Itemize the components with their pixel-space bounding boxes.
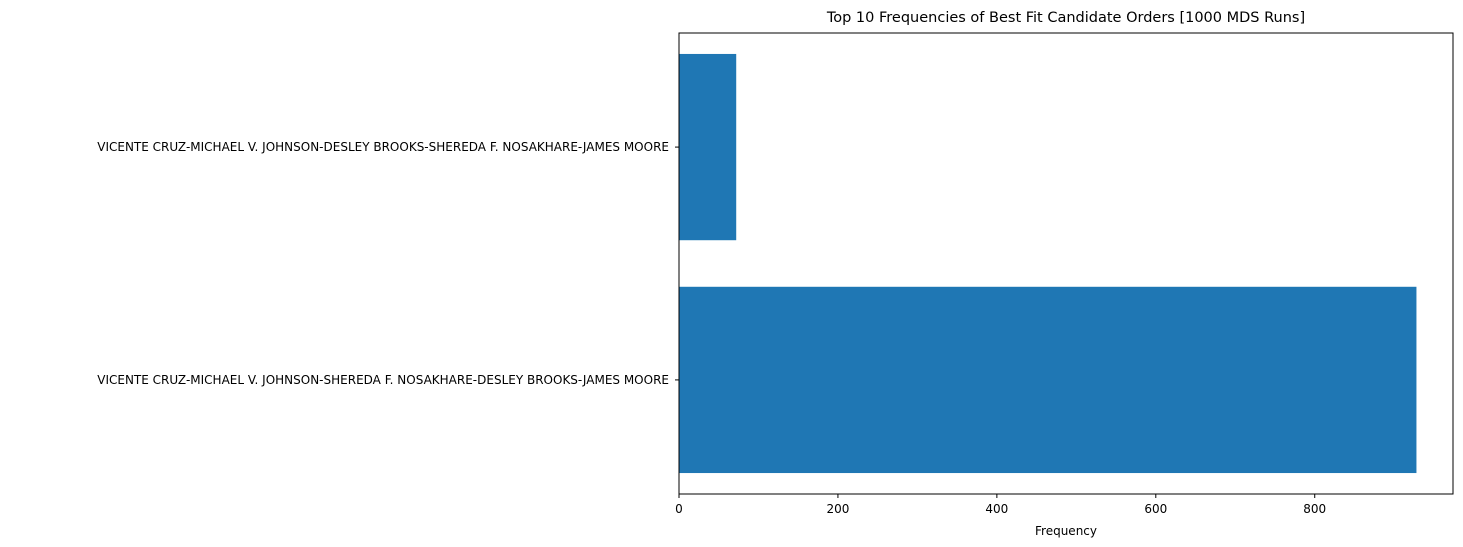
x-tick-label-2: 400 <box>985 502 1008 516</box>
chart-title: Top 10 Frequencies of Best Fit Candidate… <box>826 10 1305 26</box>
x-tick-label-1: 200 <box>826 502 849 516</box>
y-ticks-group: VICENTE CRUZ-MICHAEL V. JOHNSON-SHEREDA … <box>97 140 679 387</box>
bar-1 <box>679 53 737 241</box>
plot-frame <box>678 32 1454 495</box>
x-axis-label: Frequency <box>1035 524 1097 538</box>
x-tick-label-3: 600 <box>1144 502 1167 516</box>
y-tick-label-1: VICENTE CRUZ-MICHAEL V. JOHNSON-DESLEY B… <box>97 140 669 154</box>
x-ticks-group: 0 200 400 600 800 <box>675 494 1326 516</box>
x-tick-label-0: 0 <box>675 502 683 516</box>
y-tick-label-0: VICENTE CRUZ-MICHAEL V. JOHNSON-SHEREDA … <box>97 373 669 387</box>
bar-0 <box>679 286 1417 474</box>
bars-group <box>679 53 1417 474</box>
x-tick-label-4: 800 <box>1303 502 1326 516</box>
